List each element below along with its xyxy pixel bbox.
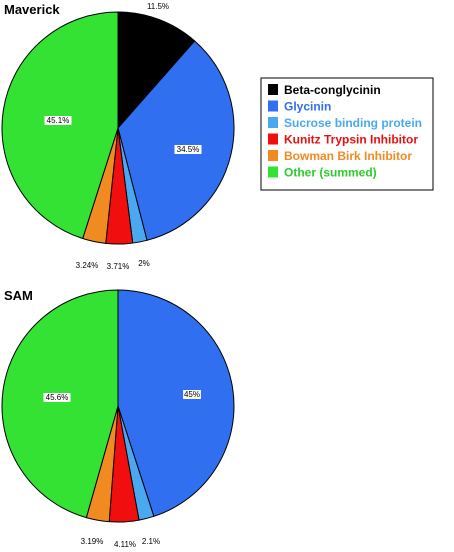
sam-slice-label-other-summed: 45.6%	[46, 393, 69, 402]
maverick-slice-other-summed	[1, 11, 119, 240]
legend-swatch-other-summed	[268, 166, 278, 178]
sam-slice-label-kunitz-trypsin-inhibitor: 4.11%	[114, 540, 136, 549]
sam-label-background	[43, 393, 71, 402]
sam-label-background	[183, 390, 201, 399]
legend-label-kunitz-trypsin-inhibitor: Kunitz Trypsin Inhibitor	[284, 133, 418, 147]
maverick-slice-label-other-summed: 45.1%	[47, 116, 70, 125]
maverick-slice-beta-conglycinin	[117, 11, 196, 130]
maverick-label-background	[44, 116, 72, 125]
maverick-slice-label-kunitz-trypsin-inhibitor: 3.71%	[107, 262, 130, 271]
sam-slice-label-sucrose-binding-protein: 2.1%	[142, 537, 160, 546]
sam-slice-other-summed	[1, 289, 119, 519]
legend-swatch-beta-conglycinin	[268, 84, 278, 95]
legend-label-sucrose-binding-protein: Sucrose binding protein	[284, 116, 422, 130]
legend-label-glycinin: Glycinin	[284, 100, 331, 114]
legend-swatch-glycinin	[268, 100, 278, 112]
sam-slice-label-bowman-birk-inhibitor: 3.19%	[81, 537, 104, 546]
sam-pie-chart: 45% 2.1% 4.11% 3.19% 45.6%	[1, 289, 235, 549]
legend-label-other-summed: Other (summed)	[284, 166, 377, 180]
maverick-slice-label-sucrose-binding-protein: 2%	[138, 259, 150, 268]
legend: Beta-conglycinin Glycinin Sucrose binding …	[260, 77, 434, 191]
maverick-label-background	[174, 145, 202, 154]
sam-slice-glycinin	[117, 289, 235, 517]
legend-swatch-kunitz-trypsin-inhibitor	[268, 133, 278, 145]
legend-label-bowman-birk-inhibitor: Bowman Birk Inhibitor	[284, 149, 412, 163]
maverick-pie-chart: 11.5% 34.5% 2% 3.71% 3.24% 45.1%	[1, 2, 235, 271]
maverick-slice-label-beta-conglycinin: 11.5%	[147, 2, 169, 11]
maverick-slice-label-glycinin: 34.5%	[177, 145, 200, 154]
sam-slice-label-glycinin: 45%	[184, 390, 200, 399]
maverick-slice-glycinin	[117, 40, 235, 241]
legend-label-beta-conglycinin: Beta-conglycinin	[284, 83, 381, 97]
maverick-slice-label-bowman-birk-inhibitor: 3.24%	[76, 261, 99, 270]
legend-box	[260, 77, 434, 191]
legend-swatch-bowman-birk-inhibitor	[268, 150, 278, 161]
maverick-chart-title: Maverick	[4, 2, 60, 17]
sam-chart-title: SAM	[4, 288, 33, 303]
legend-swatch-sucrose-binding-protein	[268, 117, 278, 128]
